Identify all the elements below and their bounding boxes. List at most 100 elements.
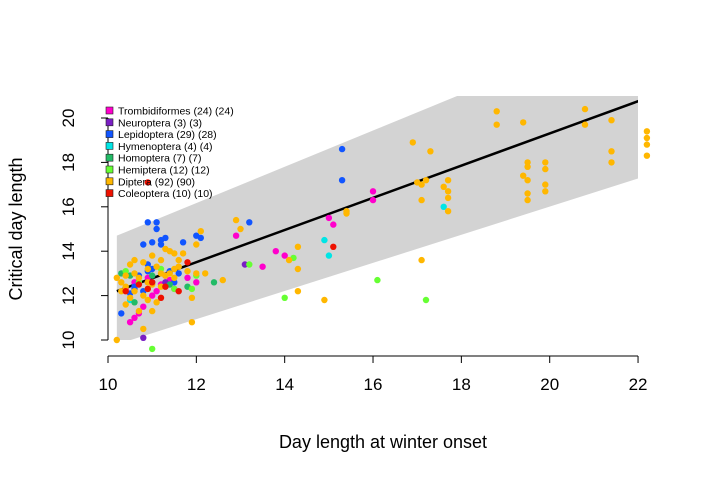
data-point-3-2 — [440, 203, 447, 210]
data-point-6-20 — [219, 276, 226, 284]
x-tick-label-6: 22 — [629, 375, 648, 394]
data-point-6-62 — [126, 294, 134, 301]
data-point-6-39 — [524, 159, 531, 166]
data-point-6-63 — [135, 307, 143, 315]
data-point-6-7 — [144, 265, 151, 273]
data-point-6-19 — [197, 228, 204, 235]
data-point-6-80 — [140, 325, 147, 333]
data-point-6-40 — [524, 163, 531, 170]
x-tick-label-2: 14 — [275, 375, 294, 394]
data-point-6-1 — [118, 279, 125, 286]
data-point-6-4 — [131, 270, 138, 277]
data-point-6-81 — [149, 307, 156, 315]
data-point-6-42 — [524, 190, 531, 197]
data-point-6-31 — [427, 148, 434, 155]
data-point-4-5 — [210, 279, 218, 286]
data-point-6-59 — [140, 292, 147, 299]
legend-swatch-1 — [105, 118, 114, 127]
data-point-6-0 — [113, 336, 121, 344]
data-point-4-6 — [131, 299, 138, 306]
data-point-6-10 — [157, 256, 165, 264]
data-point-6-55 — [643, 141, 651, 148]
data-point-6-67 — [153, 299, 160, 306]
data-point-4-2 — [149, 272, 156, 279]
data-point-6-36 — [493, 108, 500, 115]
data-point-3-1 — [325, 252, 333, 259]
data-point-7-0 — [122, 288, 129, 295]
data-point-0-0 — [126, 319, 134, 326]
data-point-6-48 — [581, 105, 589, 113]
legend-label-1: Neuroptera (3) (3) — [118, 117, 202, 129]
data-point-6-68 — [144, 279, 151, 286]
data-point-6-74 — [113, 274, 121, 281]
data-point-7-2 — [144, 285, 151, 293]
data-point-7-3 — [149, 279, 156, 286]
data-point-6-49 — [581, 121, 589, 128]
data-point-6-16 — [188, 294, 196, 301]
y-tick-label-5: 20 — [59, 109, 78, 128]
data-point-2-0 — [118, 310, 125, 317]
data-point-6-25 — [321, 296, 328, 304]
data-point-6-2 — [122, 272, 129, 279]
data-point-6-73 — [171, 250, 178, 257]
y-axis-label: Critical day length — [6, 157, 26, 300]
data-point-6-45 — [542, 165, 549, 173]
data-point-6-33 — [444, 188, 452, 195]
data-point-6-66 — [193, 270, 200, 277]
data-point-0-17 — [153, 288, 160, 295]
data-point-0-8 — [232, 232, 240, 239]
data-point-5-9 — [374, 276, 381, 284]
data-point-6-46 — [542, 181, 549, 188]
prediction-band — [116, 96, 638, 340]
regression-line-layer — [116, 99, 638, 293]
data-point-6-30 — [418, 256, 425, 264]
legend-swatch-6 — [105, 177, 114, 186]
data-point-6-82 — [122, 301, 129, 308]
data-point-0-23 — [193, 279, 200, 286]
data-point-6-53 — [643, 128, 651, 135]
x-tick-label-4: 18 — [452, 375, 471, 394]
data-point-0-14 — [369, 188, 377, 195]
data-point-5-2 — [149, 345, 156, 353]
data-point-6-32 — [444, 177, 452, 184]
data-point-2-3 — [140, 241, 147, 248]
data-point-3-0 — [321, 236, 328, 244]
data-point-6-41 — [524, 177, 531, 184]
data-point-6-6 — [140, 259, 147, 266]
legend: Trombidiformes (24) (24)Neuroptera (3) (… — [105, 106, 234, 200]
data-point-7-9 — [330, 243, 337, 250]
data-point-6-86 — [171, 265, 178, 273]
data-point-6-29 — [418, 196, 425, 204]
data-point-0-7 — [184, 274, 191, 281]
legend-swatch-0 — [105, 106, 114, 115]
y-tick-label-1: 12 — [59, 286, 78, 305]
legend-swatch-5 — [105, 165, 114, 174]
data-point-6-13 — [171, 274, 178, 281]
data-point-2-21 — [246, 219, 253, 226]
data-point-6-50 — [608, 117, 615, 124]
data-point-6-27 — [409, 139, 416, 146]
data-point-6-38 — [520, 119, 527, 126]
data-point-2-22 — [338, 145, 346, 153]
data-points-layer — [113, 105, 651, 353]
data-point-0-15 — [369, 196, 377, 204]
data-point-6-5 — [135, 274, 143, 281]
data-point-6-15 — [184, 268, 191, 275]
data-point-6-58 — [131, 288, 138, 295]
data-point-6-56 — [643, 152, 651, 159]
data-point-2-7 — [153, 225, 160, 233]
data-point-6-8 — [149, 252, 156, 259]
data-point-0-11 — [281, 252, 288, 259]
axes: 10 12 14 16 18 20 22 10 12 14 16 18 20 — [59, 109, 648, 394]
data-point-6-72 — [131, 256, 138, 264]
data-point-2-13 — [179, 239, 187, 246]
data-point-7-1 — [135, 281, 143, 288]
data-point-6-76 — [179, 250, 187, 257]
data-point-6-87 — [202, 270, 209, 277]
data-point-6-51 — [608, 148, 615, 155]
data-point-6-23 — [294, 265, 302, 273]
data-point-0-13 — [330, 221, 337, 228]
legend-label-5: Hemiptera (12) (12) — [118, 165, 210, 177]
data-point-7-7 — [184, 259, 191, 266]
